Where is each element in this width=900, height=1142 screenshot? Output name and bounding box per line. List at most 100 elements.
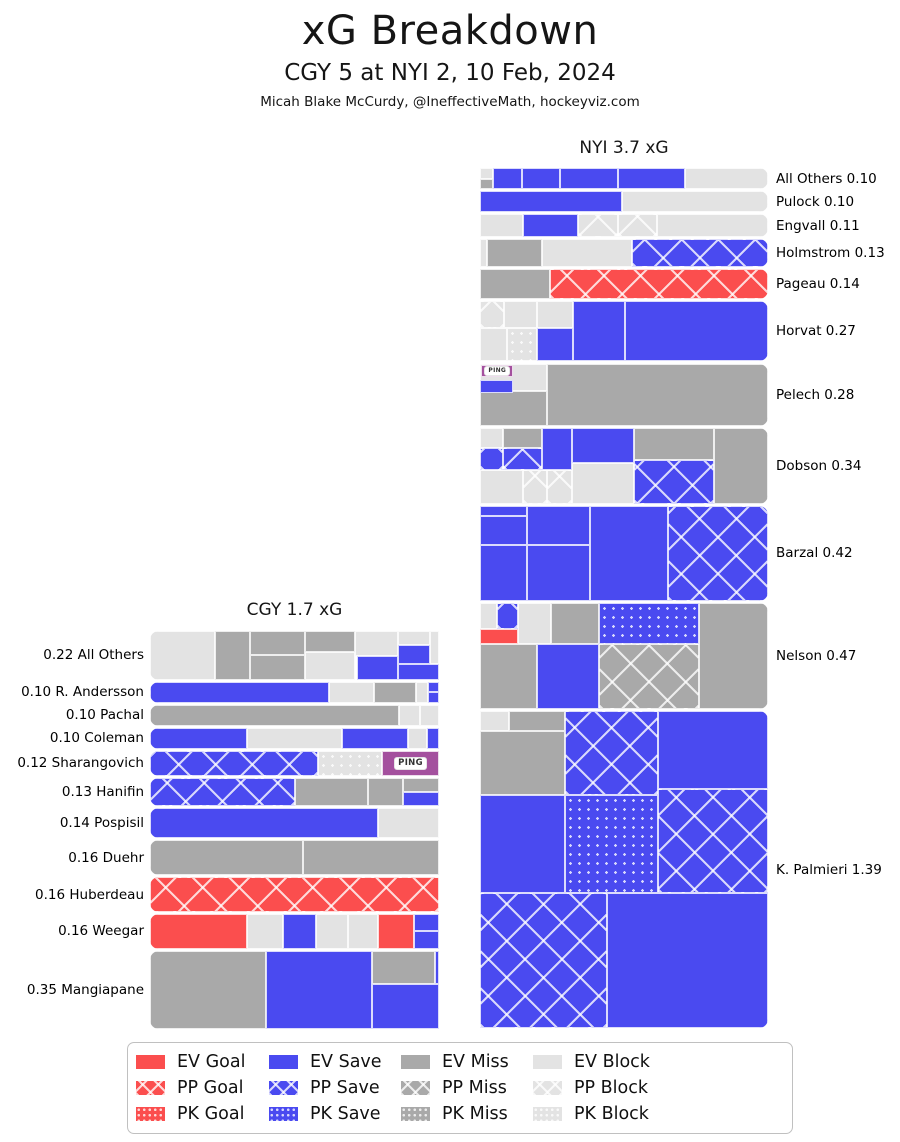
shot-cell-ev-save: [397, 645, 430, 665]
shot-cell-ev-miss: [402, 778, 439, 792]
ping-badge: PING: [484, 365, 511, 376]
shot-cell-pp-block: [547, 469, 573, 505]
shot-cell-ev-save: [414, 931, 439, 949]
shot-cell-ev-save: [572, 427, 634, 463]
shot-cell-ev-block: [480, 239, 487, 268]
legend-grid: EV Goal EV Save EV Miss EV Block PP Goal PP S…: [128, 1043, 792, 1133]
legend-swatch-pk-goal: [136, 1107, 165, 1121]
legend-swatch-pk-miss: [401, 1107, 430, 1121]
shot-cell-ev-miss: [304, 631, 356, 653]
player-row-huberdeau: [150, 877, 439, 912]
shot-cell-ev-save: [356, 655, 398, 680]
shot-cell-ev-block: [397, 631, 430, 646]
shot-cell-ev-save: [590, 506, 669, 601]
shot-cell-ev-save: [434, 950, 439, 984]
shot-cell-pp-save: [632, 239, 768, 268]
player-label: All Others 0.10: [776, 170, 877, 187]
player-row-barzal: [480, 506, 768, 601]
shot-cell-ev-block: [685, 168, 768, 189]
shot-cell-ev-block: [150, 631, 216, 680]
shot-cell-ev-block: [503, 301, 537, 328]
shot-cell-ev-save: [624, 301, 768, 362]
legend-label: EV Block: [574, 1052, 650, 1072]
player-row-pulock: [480, 191, 768, 212]
shot-cell-pp-save: [150, 750, 318, 777]
player-label: K. Palmieri 1.39: [776, 861, 882, 878]
legend-item-pp-save: PP Save: [269, 1075, 401, 1101]
player-row-pageau: [480, 269, 768, 300]
shot-cell-pp-save: [668, 506, 768, 601]
player-row-pachal: [150, 704, 439, 726]
player-row-coleman: [150, 727, 439, 749]
shot-cell-ev-save: [426, 727, 439, 749]
shot-cell-ev-save: [397, 664, 439, 680]
shot-cell-ev-block: [247, 727, 342, 749]
legend-item-pp-miss: PP Miss: [401, 1075, 533, 1101]
shot-cell-ev-save: [265, 950, 372, 1030]
shot-cell-ev-miss: [633, 427, 714, 460]
shot-cell-pp-save: [503, 447, 542, 470]
shot-cell-ev-block: [329, 681, 374, 703]
shot-cell-ev-save: [480, 544, 527, 601]
legend-label: PP Miss: [442, 1078, 507, 1098]
shot-cell-ev-save: [150, 808, 379, 839]
shot-cell-pp-save: [496, 602, 518, 630]
legend-label: EV Goal: [177, 1052, 246, 1072]
shot-cell-ev-miss: [503, 427, 542, 448]
shot-cell-ev-save: [428, 681, 439, 693]
shot-cell-pp-block: [577, 214, 618, 238]
shot-cell-ev-save: [526, 506, 591, 545]
shot-cell-ev-miss: [249, 631, 305, 656]
shot-cell-ev-miss: [698, 602, 768, 709]
shot-cell-ev-block: [247, 913, 284, 949]
shot-cell-ev-save: [492, 168, 523, 189]
shot-cell-pk-save: [564, 794, 658, 894]
shot-cell-ev-save: [402, 791, 439, 807]
plot-nyi: All Others 0.10 Pulock 0.10 Engvall 0.11 Ho…: [480, 167, 885, 1030]
legend-label: PK Save: [310, 1104, 381, 1124]
shot-cell-ev-miss: [480, 269, 550, 300]
player-row-pospisil: [150, 808, 439, 839]
player-row-duehr: [150, 840, 439, 876]
legend-item-pp-block: PP Block: [533, 1075, 792, 1101]
shot-cell-ev-miss: [480, 644, 538, 709]
legend-swatch-ev-save: [269, 1055, 298, 1069]
shot-cell-pp-save: [657, 788, 768, 894]
legend-swatch-pp-miss: [401, 1081, 430, 1095]
shot-cell-ev-save: [607, 893, 768, 1029]
shot-cell-ev-miss: [508, 710, 565, 732]
player-row-pelech: PING: [480, 363, 768, 426]
shot-cell-ev-save: [150, 727, 248, 749]
shot-cell-ev-save: [150, 681, 330, 703]
player-row-hanifin: [150, 778, 439, 807]
team-header-cgy: CGY 1.7 xG: [246, 600, 343, 620]
player-label: 0.12 Sharangovich: [17, 755, 144, 772]
legend-swatch-pp-goal: [136, 1081, 165, 1095]
shot-cell-ev-save: [537, 644, 599, 709]
legend-label: EV Save: [310, 1052, 382, 1072]
shot-cell-ping: PING: [481, 365, 514, 377]
player-row-weegar: [150, 913, 439, 949]
plot-cgy: 0.22 All Others 0.10 R. Andersson 0.10 Pac…: [17, 630, 439, 1031]
ping-badge: PING: [394, 757, 427, 770]
shot-cell-ping: PING: [382, 750, 439, 777]
shot-cell-pk-block: [317, 750, 383, 777]
player-label: 0.16 Weegar: [58, 923, 144, 940]
shot-cell-pp-block: [480, 301, 504, 328]
legend-label: PK Miss: [442, 1104, 508, 1124]
legend-item-ev-save: EV Save: [269, 1049, 401, 1075]
shot-cell-ev-miss: [295, 778, 368, 807]
shot-cell-ev-miss: [371, 950, 435, 984]
shot-cell-ev-block: [656, 214, 768, 238]
shot-cell-ev-block: [480, 327, 508, 362]
player-row-horvat: [480, 301, 768, 362]
shot-cell-pp-save: [564, 710, 658, 795]
shot-cell-ev-block: [621, 191, 768, 212]
shot-cell-ev-save: [480, 516, 527, 545]
shot-cell-ev-block: [399, 704, 420, 726]
player-label: 0.16 Huberdeau: [35, 886, 144, 903]
game-subtitle: CGY 5 at NYI 2, 10 Feb, 2024: [284, 60, 616, 86]
shot-cell-ev-miss: [373, 681, 416, 703]
player-row-mangiapane: [150, 950, 439, 1030]
shot-cell-ev-save: [371, 983, 439, 1030]
